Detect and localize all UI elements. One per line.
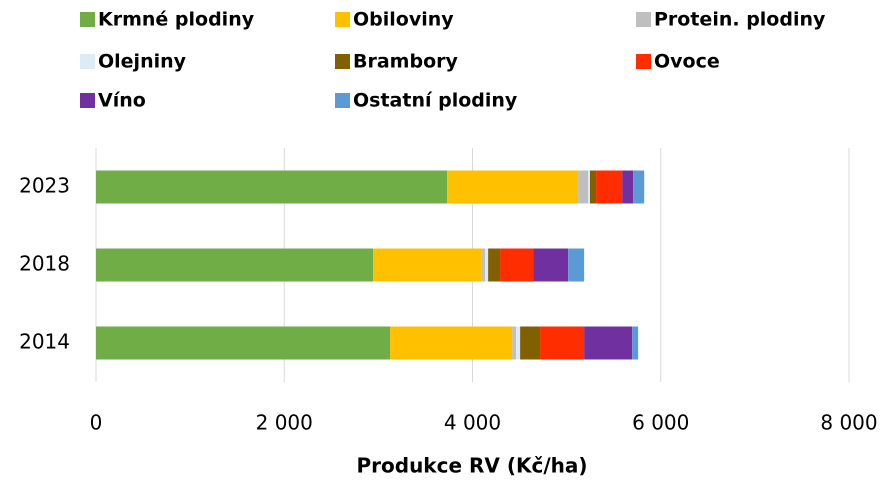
- x-axis-title: Produkce RV (Kč/ha): [356, 454, 587, 478]
- x-tick-label: 6 000: [632, 411, 689, 435]
- x-tick-label: 4 000: [444, 411, 501, 435]
- legend-label: Ostatní plodiny: [353, 90, 518, 112]
- x-tick-label: 0: [90, 411, 103, 435]
- bar-segment: [533, 248, 569, 282]
- bar-segment: [632, 326, 639, 360]
- bar-segment: [485, 248, 489, 282]
- legend-label: Ovoce: [654, 51, 720, 73]
- legend-swatch: [335, 54, 350, 69]
- x-tick-label: 8 000: [820, 411, 877, 435]
- bar-segment: [500, 248, 534, 282]
- legend-label: Obiloviny: [353, 9, 454, 31]
- bar-segment: [588, 170, 590, 204]
- bar-segment: [481, 248, 486, 282]
- bar-segment: [589, 170, 597, 204]
- legend-label: Krmné plodiny: [98, 9, 255, 31]
- legend-swatch: [80, 54, 95, 69]
- bar-segment: [512, 326, 517, 360]
- bar-segment: [96, 248, 374, 282]
- bar-segment: [633, 170, 645, 204]
- bar-segment: [578, 170, 589, 204]
- legend-swatch: [636, 12, 651, 27]
- bar-segment: [488, 248, 501, 282]
- y-tick-label: 2014: [19, 330, 70, 354]
- bar-segment: [596, 170, 623, 204]
- bar-segment: [520, 326, 541, 360]
- legend-swatch: [335, 12, 350, 27]
- bar-segment: [584, 326, 633, 360]
- bar-segment: [622, 170, 634, 204]
- legend-swatch: [80, 12, 95, 27]
- x-tick-label: 2 000: [256, 411, 313, 435]
- bar-segment: [447, 170, 579, 204]
- legend-swatch: [636, 54, 651, 69]
- bar-segment: [568, 248, 585, 282]
- legend-label: Brambory: [353, 51, 458, 73]
- legend-swatch: [335, 93, 350, 108]
- legend-label: Víno: [98, 90, 146, 112]
- bar-segment: [516, 326, 521, 360]
- legend-swatch: [80, 93, 95, 108]
- bar-segment: [540, 326, 585, 360]
- bar-segment: [96, 326, 391, 360]
- bar-segment: [96, 170, 448, 204]
- legend-label: Olejniny: [98, 51, 187, 73]
- legend-label: Protein. plodiny: [654, 9, 826, 31]
- bar-segment: [373, 248, 482, 282]
- y-tick-label: 2018: [19, 252, 70, 276]
- bar-segment: [390, 326, 513, 360]
- y-tick-label: 2023: [19, 174, 70, 198]
